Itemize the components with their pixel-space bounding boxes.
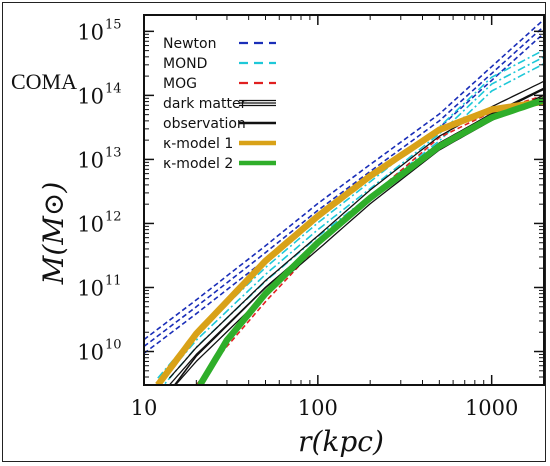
series-newton [144,18,544,355]
x-tick-label: 10 [131,396,158,420]
y-tick-label: 10 [77,84,104,108]
legend-item-observation: observation [163,116,276,132]
series-model-2 [197,96,544,385]
series-line-newton-2 [144,25,544,348]
x-tick-label: 1000 [465,396,518,420]
legend-item-newton: Newton [163,36,276,52]
curves-layer [144,18,544,385]
legend-item-model-1: κ-model 1 [163,136,276,152]
series-line-model-2 [197,96,544,385]
legend-item-model-2: κ-model 2 [163,156,276,172]
legend-label: Newton [163,36,216,52]
series-line-model-1 [155,98,544,385]
legend-item-mog: MOG [163,76,276,92]
y-tick-label: 10 [77,148,104,172]
x-axis-label: r(kpc) [298,425,384,458]
y-tick-label: 10 [77,341,104,365]
y-axis-label: M(M⊙) [37,182,70,286]
legend-item-mond: MOND [163,56,276,72]
cluster-label: COMA [11,69,77,94]
plot-area [143,14,545,386]
y-tick-exponent: 13 [105,145,122,160]
legend-label: MOND [163,56,207,72]
legend-label: κ-model 2 [163,156,233,172]
series-line-mond-1 [162,62,544,385]
legend-label: observation [163,116,246,132]
y-tick-label: 10 [77,20,104,44]
series-line-newton-3 [144,18,544,341]
series-line-mog [195,94,544,385]
y-tick-exponent: 11 [105,273,122,288]
series-mog [195,94,544,385]
series-mond [157,49,544,385]
y-tick-exponent: 12 [105,209,122,224]
y-tick-exponent: 15 [105,17,122,32]
legend-label: κ-model 1 [163,136,233,152]
legend-item-dark-matter: dark matter [163,96,276,112]
y-tick-label: 10 [77,276,104,300]
legend: Newton MOND MOG dark matter observation κ-mod… [163,36,276,172]
series-line-mond-2 [157,56,544,385]
y-tick-exponent: 10 [105,338,122,353]
series-model-1 [155,98,544,385]
legend-label: MOG [163,76,197,92]
figure-frame: 10 100 1000 10 10 10 11 10 12 10 13 10 14 10 15 Newton… [2,2,546,462]
y-tick-label: 10 [77,212,104,236]
series-line-newton-1 [144,32,544,355]
legend-label: dark matter [163,96,247,112]
series-line-mond-3 [157,49,544,379]
x-tick-label: 100 [298,396,338,420]
y-tick-exponent: 14 [105,81,122,96]
